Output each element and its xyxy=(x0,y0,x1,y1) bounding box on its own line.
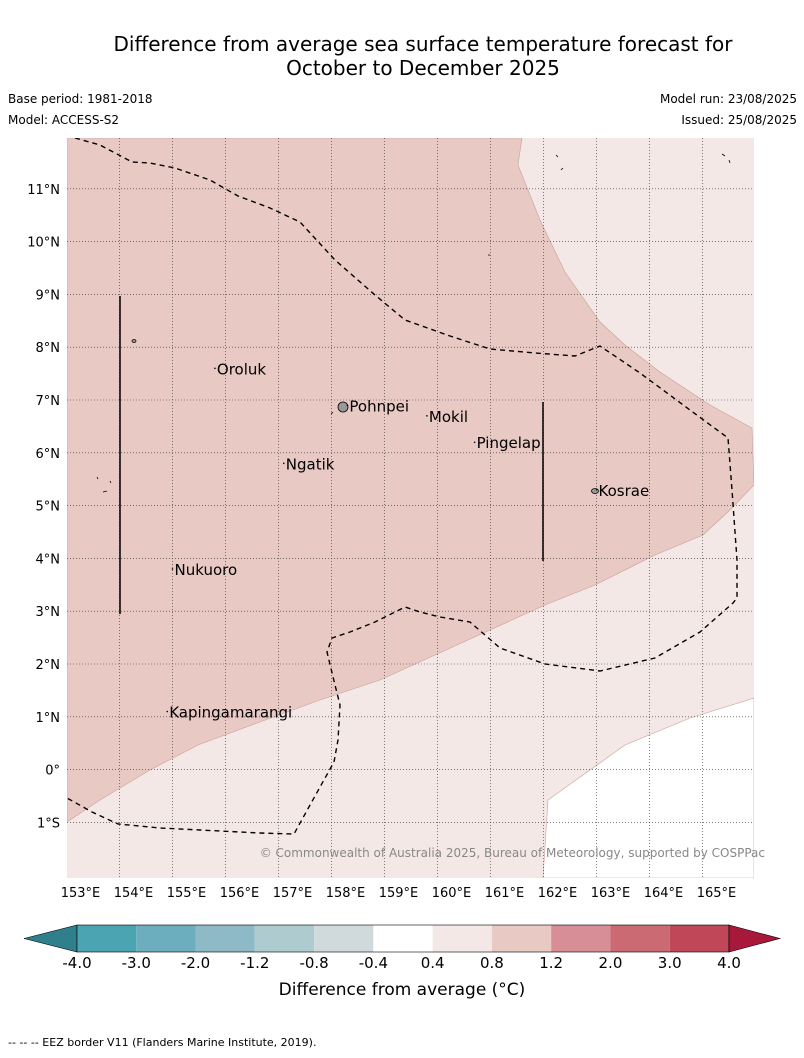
colorbar-segment xyxy=(491,925,552,952)
colorbar-segment xyxy=(610,925,670,952)
place-marker xyxy=(473,441,476,444)
lat-tick-label: 1°S xyxy=(37,816,60,831)
colorbar-segment xyxy=(432,925,492,952)
title-line-2: October to December 2025 xyxy=(286,56,560,80)
eez-border-north xyxy=(67,138,738,835)
colorbar-segment xyxy=(669,925,729,952)
eez-footnote: -- -- -- EEZ border V11 (Flanders Marine… xyxy=(8,1036,317,1049)
colorbar-segment xyxy=(77,925,137,952)
lon-tick-label: 165°E xyxy=(697,886,737,901)
longitude-ticks: 153°E 154°E 155°E 156°E 157°E 158°E 159°E 160°E… xyxy=(61,886,737,901)
colorbar-segment xyxy=(373,925,433,952)
anomaly-band-neutral xyxy=(542,697,754,878)
lon-tick-label: 154°E xyxy=(114,886,154,901)
chart-title: Difference from average sea surface temp… xyxy=(0,32,804,80)
lon-tick-label: 159°E xyxy=(379,886,419,901)
place-label: Pohnpei xyxy=(349,397,409,415)
colorbar-segment xyxy=(195,925,255,952)
place-label: Mokil xyxy=(429,408,468,426)
place-marker xyxy=(171,568,174,570)
colorbar-segment xyxy=(136,925,196,952)
colorbar-tick-label: -0.8 xyxy=(299,954,328,972)
lat-tick-label: 3°N xyxy=(36,605,61,620)
lon-tick-label: 156°E xyxy=(220,886,260,901)
islands xyxy=(96,153,731,494)
lon-tick-label: 163°E xyxy=(591,886,631,901)
base-period: Base period: 1981-2018 xyxy=(8,92,153,106)
colorbar-tick-label: 0.4 xyxy=(421,954,445,972)
colorbar: -4.0 -3.0 -2.0 -1.2 -0.8 -0.4 0.4 0.8 1.2 2.0 3.0 4… xyxy=(23,924,782,972)
lat-tick-label: 4°N xyxy=(36,552,61,567)
colorbar-tick-label: -3.0 xyxy=(122,954,151,972)
lon-tick-label: 157°E xyxy=(273,886,313,901)
issued-date: Issued: 25/08/2025 xyxy=(681,113,797,127)
boundary-lines xyxy=(119,296,544,614)
place-marker xyxy=(595,488,598,491)
lon-tick-label: 158°E xyxy=(326,886,366,901)
lon-tick-label: 160°E xyxy=(432,886,472,901)
place-label: Ngatik xyxy=(286,455,335,473)
lon-tick-label: 153°E xyxy=(61,886,101,901)
place-marker xyxy=(166,710,168,713)
place-label: Kapingamarangi xyxy=(169,704,292,722)
lat-tick-label: 6°N xyxy=(36,447,61,462)
place-label: Kosrae xyxy=(599,482,650,500)
small-island xyxy=(131,339,137,343)
map-fill-layer xyxy=(67,138,754,878)
colorbar-tick-label: -0.4 xyxy=(359,954,388,972)
colorbar-tick-label: 2.0 xyxy=(599,954,623,972)
place-labels: Oroluk Pohnpei Mokil Pingelap Ngatik Kosrae Nu… xyxy=(166,360,650,722)
colorbar-tick-label: -1.2 xyxy=(240,954,269,972)
place-label: Nukuoro xyxy=(175,561,238,579)
place-marker xyxy=(214,367,216,370)
lon-tick-label: 161°E xyxy=(485,886,525,901)
eez-borders xyxy=(67,138,738,835)
lon-tick-label: 155°E xyxy=(167,886,207,901)
place-marker xyxy=(426,415,428,417)
colorbar-extend-high xyxy=(728,924,782,953)
colorbar-segment xyxy=(314,925,374,952)
lat-tick-label: 11°N xyxy=(27,183,60,198)
lat-tick-label: 1°N xyxy=(36,711,61,726)
colorbar-tick-label: 1.2 xyxy=(539,954,563,972)
colorbar-tick-label: -4.0 xyxy=(62,954,91,972)
colorbar-segment xyxy=(551,925,611,952)
colorbar-tick-label: 0.8 xyxy=(480,954,504,972)
lat-tick-label: 8°N xyxy=(36,341,61,356)
copyright-text: © Commonwealth of Australia 2025, Bureau… xyxy=(260,846,765,860)
place-label: Pingelap xyxy=(477,434,541,452)
lat-tick-label: 2°N xyxy=(36,658,61,673)
kosrae-island xyxy=(591,488,599,494)
lon-tick-label: 162°E xyxy=(538,886,578,901)
model-run: Model run: 23/08/2025 xyxy=(659,92,797,106)
lat-tick-label: 7°N xyxy=(36,394,61,409)
colorbar-tick-label: 3.0 xyxy=(658,954,682,972)
lat-tick-label: 9°N xyxy=(36,288,61,303)
lat-tick-label: 10°N xyxy=(27,236,60,251)
lon-tick-label: 164°E xyxy=(644,886,684,901)
colorbar-extend-low xyxy=(23,924,78,953)
model-name: Model: ACCESS-S2 xyxy=(8,113,120,127)
colorbar-tick-label: 4.0 xyxy=(717,954,741,972)
title-line-1: Difference from average sea surface temp… xyxy=(113,32,733,56)
colorbar-segment xyxy=(254,925,315,952)
atoll-marks xyxy=(96,153,731,493)
lat-tick-label: 5°N xyxy=(36,500,61,515)
colorbar-tick-label: -2.0 xyxy=(181,954,210,972)
latitude-ticks: 11°N 10°N 9°N 8°N 7°N 6°N 5°N 4°N 3°N 2°N 1°N 0° 1°S xyxy=(27,183,60,832)
colorbar-label: Difference from average (°C) xyxy=(278,980,526,1000)
pohnpei-island xyxy=(337,401,349,413)
lat-tick-label: 0° xyxy=(45,764,60,779)
place-label: Oroluk xyxy=(217,360,266,378)
place-marker xyxy=(346,404,349,407)
graticule xyxy=(67,138,754,878)
anomaly-band-0.8-1.2 xyxy=(67,138,754,823)
place-marker xyxy=(283,462,285,465)
